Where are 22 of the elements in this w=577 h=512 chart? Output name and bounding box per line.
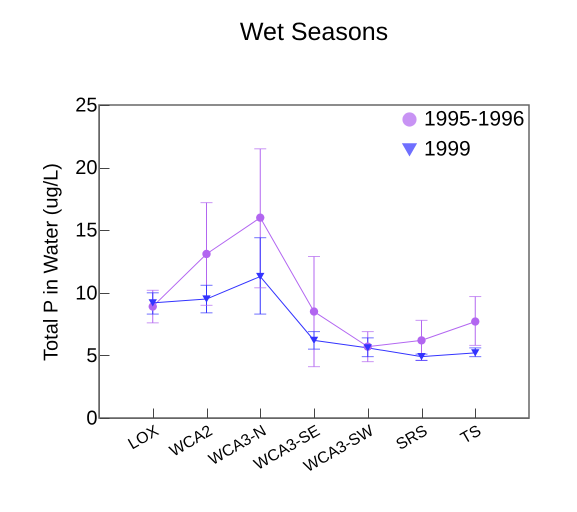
point — [471, 317, 480, 326]
point — [417, 336, 426, 345]
point — [256, 214, 264, 222]
point — [148, 299, 157, 306]
y-tick-label: 20 — [75, 157, 98, 180]
point — [256, 272, 264, 280]
y-tick-label: 5 — [86, 344, 98, 367]
y-tick-label: 15 — [75, 220, 98, 242]
y-tick-label: 10 — [75, 282, 98, 304]
legend-label: 1995-1996 — [424, 108, 524, 130]
point — [202, 250, 211, 258]
x-tick-label: SRS — [394, 422, 430, 454]
x-tick-label: TS — [458, 422, 484, 448]
legend-label: 1999 — [424, 138, 471, 160]
x-tick-label: LOX — [126, 422, 162, 454]
point — [202, 295, 211, 303]
point — [310, 336, 318, 344]
point — [310, 307, 318, 316]
y-tick-label: 25 — [75, 94, 98, 116]
y-tick-label: 0 — [86, 408, 98, 430]
y-axis-title: Total P in Water (ug/L) — [40, 163, 62, 361]
chart-title: Wet Seasons — [240, 18, 388, 46]
